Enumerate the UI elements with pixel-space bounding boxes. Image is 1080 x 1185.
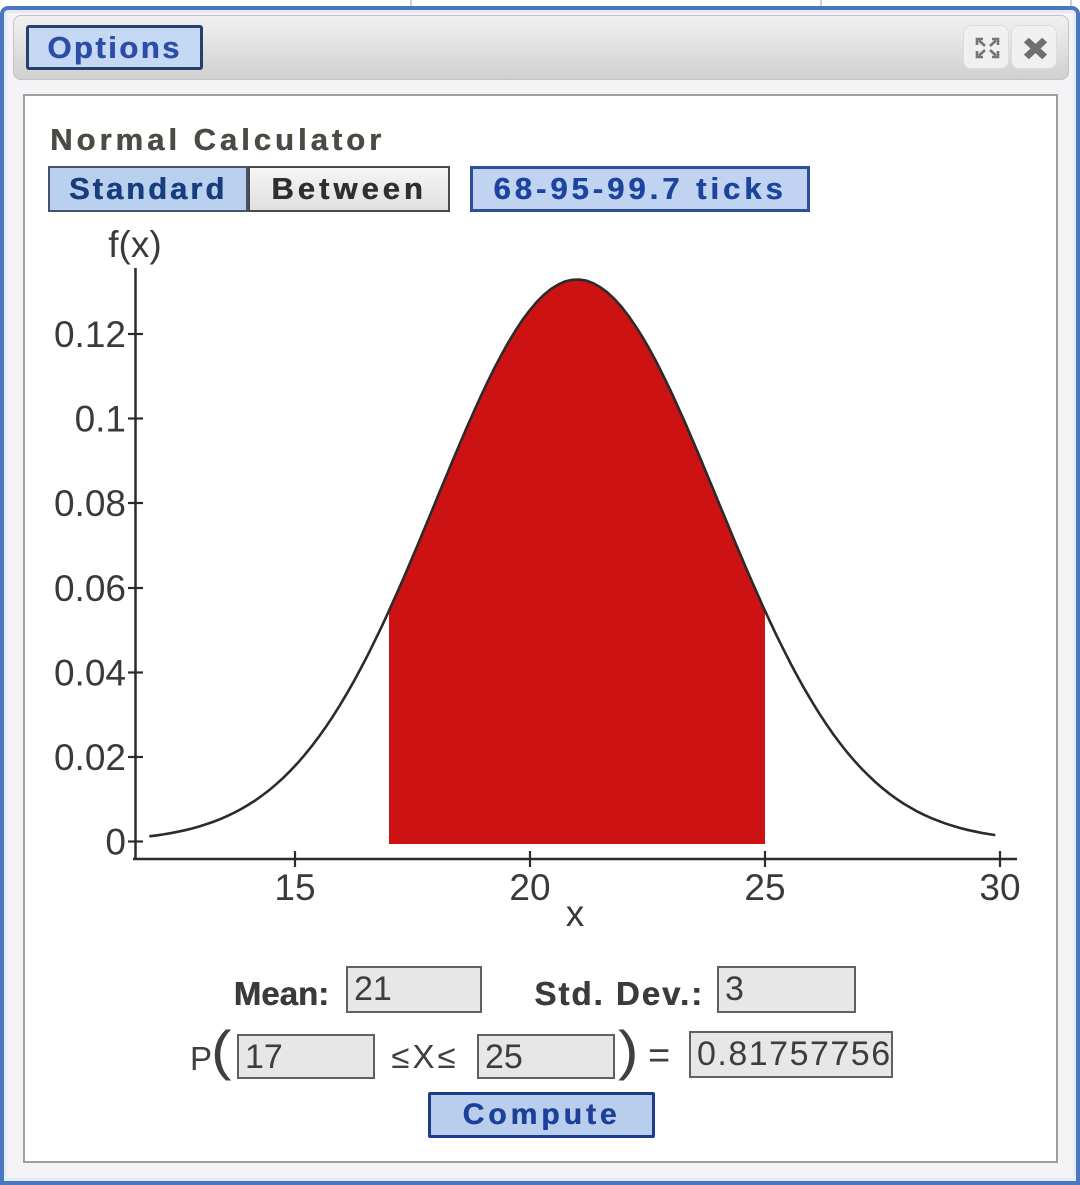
svg-text:x: x <box>566 893 585 934</box>
svg-text:0.12: 0.12 <box>54 314 126 355</box>
svg-text:0.04: 0.04 <box>54 653 126 694</box>
svg-text:15: 15 <box>274 867 315 908</box>
svg-text:0: 0 <box>105 822 126 863</box>
svg-text:0.08: 0.08 <box>54 483 126 524</box>
svg-text:30: 30 <box>979 867 1020 908</box>
svg-text:f(x): f(x) <box>108 224 161 265</box>
svg-text:0.06: 0.06 <box>54 568 126 609</box>
svg-text:0.1: 0.1 <box>75 399 126 440</box>
svg-text:25: 25 <box>744 867 785 908</box>
svg-text:20: 20 <box>509 867 550 908</box>
svg-text:0.02: 0.02 <box>54 737 126 778</box>
